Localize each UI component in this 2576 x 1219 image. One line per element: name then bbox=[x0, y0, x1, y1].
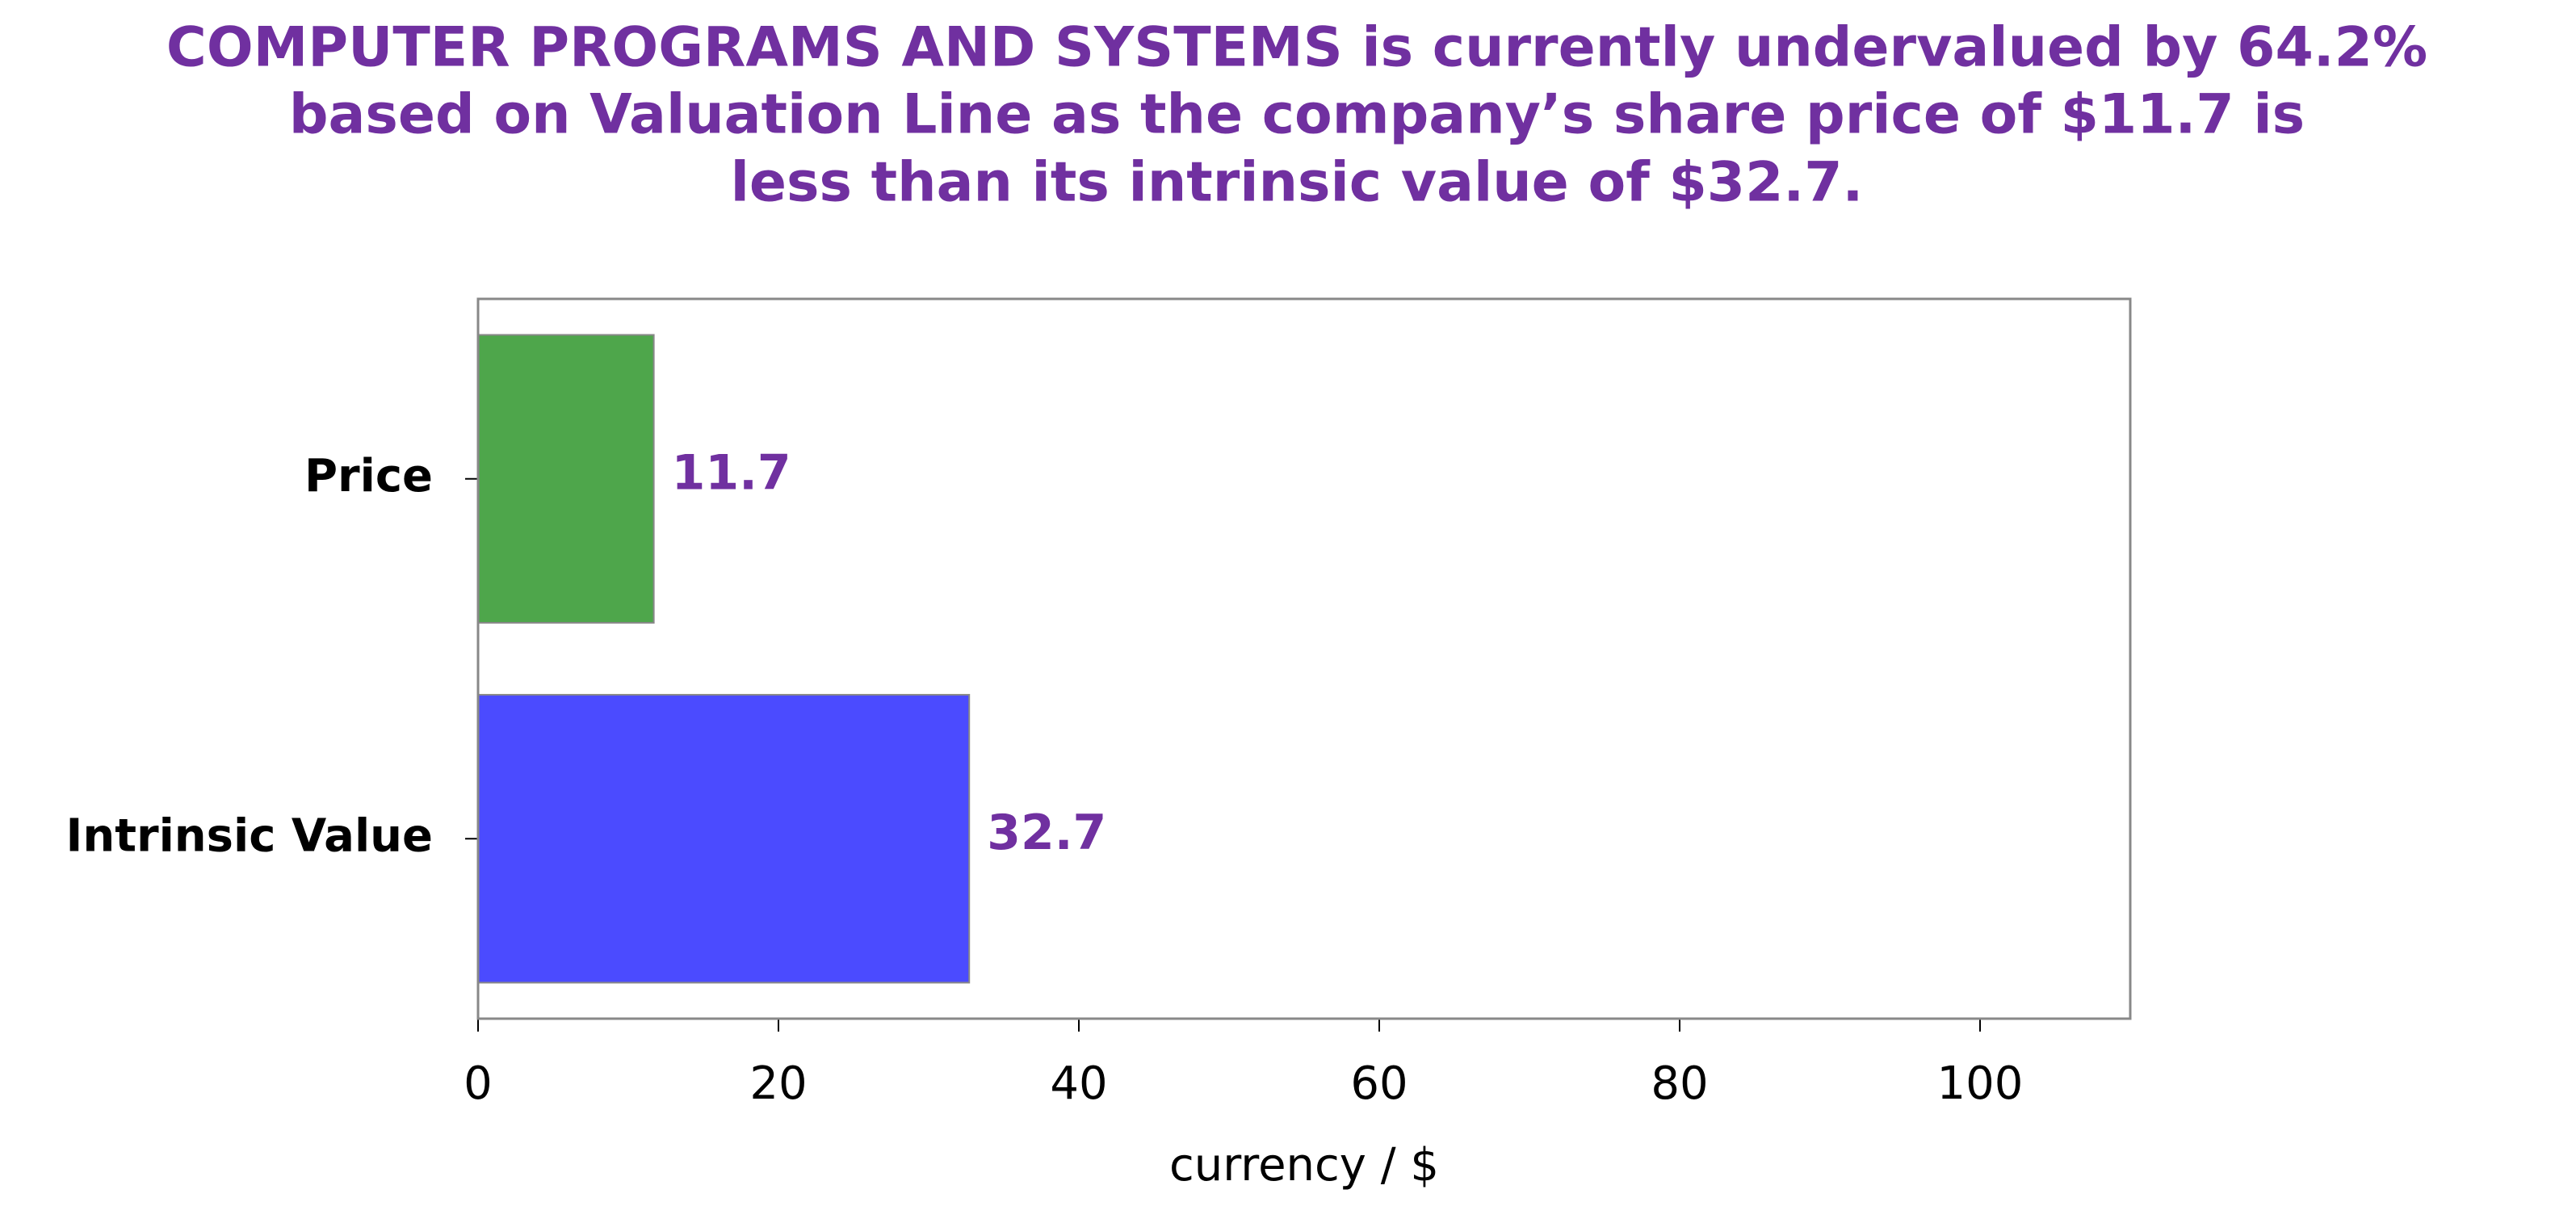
bar bbox=[477, 694, 971, 984]
bar bbox=[477, 334, 655, 624]
x-tick-label: 60 bbox=[1350, 1057, 1408, 1110]
chart-title: COMPUTER PROGRAMS AND SYSTEMS is current… bbox=[166, 16, 2427, 80]
chart-title: less than its intrinsic value of $32.7. bbox=[731, 151, 1864, 215]
x-tick-label: 40 bbox=[1050, 1057, 1107, 1110]
x-tick-label: 0 bbox=[464, 1057, 493, 1110]
x-tick-label: 80 bbox=[1651, 1057, 1708, 1110]
chart-title: based on Valuation Line as the company’s… bbox=[289, 83, 2305, 147]
plot-frame bbox=[476, 297, 2132, 1020]
value-label: 32.7 bbox=[987, 805, 1106, 861]
x-axis-label: currency / $ bbox=[1169, 1139, 1439, 1192]
value-label: 11.7 bbox=[672, 444, 791, 501]
x-tick-label: 100 bbox=[1937, 1057, 2024, 1110]
x-tick-label: 20 bbox=[749, 1057, 807, 1110]
y-tick-label: Intrinsic Value bbox=[66, 809, 433, 862]
y-tick-label: Price bbox=[304, 450, 433, 502]
